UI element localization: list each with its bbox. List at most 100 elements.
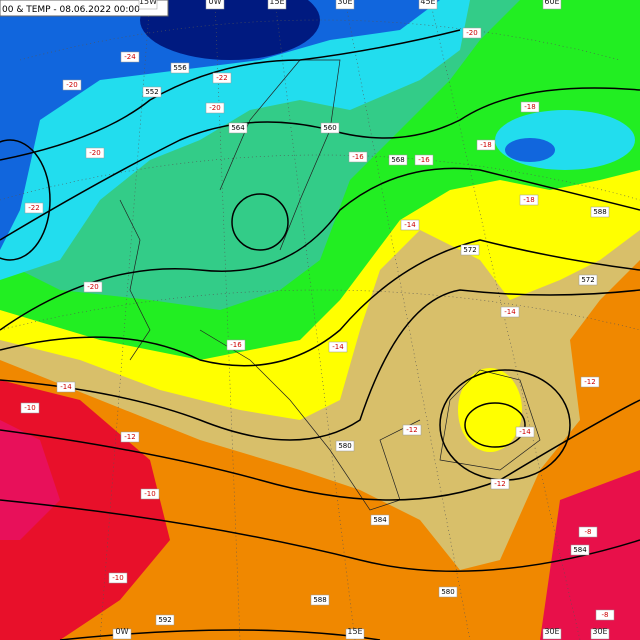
temperature-label: -10 (24, 404, 35, 412)
temperature-label-box (83, 281, 103, 293)
region-navy (140, 0, 320, 60)
temperature-label: -20 (89, 149, 100, 157)
contour-label: 564 (231, 124, 245, 132)
temperature-label: -16 (418, 156, 430, 164)
temperature-label-box (226, 339, 246, 351)
temperature-label: -18 (480, 141, 491, 149)
longitude-label: 30E (544, 627, 559, 636)
contour-label: 580 (441, 588, 454, 596)
map-title: 00 & TEMP - 08.06.2022 00:00 (2, 5, 140, 15)
contour-label: 592 (158, 616, 171, 624)
contour-label: 568 (391, 156, 404, 164)
temperature-label: -18 (524, 103, 535, 111)
temperature-label-box (520, 101, 540, 113)
region-blue (0, 0, 440, 250)
longitude-label-box (590, 628, 610, 640)
temperature-label: -14 (404, 221, 416, 229)
longitude-label: 0W (116, 627, 129, 636)
temperature-label: -14 (60, 383, 72, 391)
longitude-label: 0W (209, 0, 222, 6)
contour-label-box (228, 122, 248, 134)
longitude-label-box (138, 0, 158, 10)
contour-label-box (170, 62, 190, 74)
temperature-label: -18 (523, 196, 534, 204)
region-cyan (495, 110, 635, 170)
contour-label: 588 (313, 596, 326, 604)
temperature-label: -14 (504, 308, 516, 316)
temperature-label-box (595, 609, 615, 621)
region-hot-pink (540, 470, 640, 640)
temperature-label: -20 (466, 29, 477, 37)
temperature-label-box (85, 147, 105, 159)
contour-label: 572 (581, 276, 594, 284)
temperature-label-box (24, 202, 44, 214)
temperature-label: -8 (602, 611, 609, 619)
longitude-label-box (335, 0, 355, 10)
temperature-label-box (62, 79, 82, 91)
region-blue (505, 138, 555, 162)
temperature-label: -24 (124, 53, 136, 61)
region-yellow (458, 368, 522, 452)
temperature-label: -12 (584, 378, 595, 386)
longitude-label: 30E (592, 627, 607, 636)
temperature-label-box (205, 102, 225, 114)
temperature-label: -22 (216, 74, 227, 82)
temperature-label-box (328, 341, 348, 353)
longitude-label-box (267, 0, 287, 10)
longitude-label-box (542, 0, 562, 10)
temperature-label: -22 (28, 204, 39, 212)
temperature-label: -12 (406, 426, 417, 434)
longitude-label: 60E (544, 0, 559, 6)
temperature-label: -12 (494, 480, 505, 488)
temperature-label: -20 (87, 283, 98, 291)
temperature-label-box (414, 154, 434, 166)
title-box (0, 0, 169, 17)
longitude-label-box (418, 0, 438, 10)
temperature-label-box (578, 526, 598, 538)
temperature-label: -16 (352, 153, 364, 161)
longitude-label-box (542, 628, 562, 640)
contour-label: 552 (145, 88, 158, 96)
region-hot-pink (0, 420, 60, 540)
temperature-label-box (402, 424, 422, 436)
contour-label: 588 (593, 208, 606, 216)
temperature-label-box (212, 72, 232, 84)
contour-label-box (335, 440, 355, 452)
contour-label-box (310, 594, 330, 606)
contour-label-box (388, 154, 408, 166)
coastlines (119, 59, 541, 511)
temperature-label: -20 (209, 104, 220, 112)
contour-label-box (590, 206, 610, 218)
contour-label-box (438, 586, 458, 598)
contour-label: 584 (373, 516, 387, 524)
temperature-label-box (120, 431, 140, 443)
temperature-label-box (580, 376, 600, 388)
contour-label-box (142, 86, 162, 98)
temperature-label-box (490, 478, 510, 490)
contour-label-box (155, 614, 175, 626)
temperature-label: -14 (519, 428, 531, 436)
temperature-label-box (56, 381, 76, 393)
temperature-label-box (20, 402, 40, 414)
temperature-label: -8 (585, 528, 592, 536)
temperature-label-box (108, 572, 128, 584)
longitude-label: 30E (337, 0, 352, 6)
temperature-label-box (462, 27, 482, 39)
contour-label: 560 (323, 124, 336, 132)
contour-label-box (570, 544, 590, 556)
longitude-label: 15W (139, 0, 157, 6)
contour-label-box (460, 244, 480, 256)
contour-label-box (320, 122, 340, 134)
temperature-label-box (500, 306, 520, 318)
temperature-label: -10 (112, 574, 123, 582)
contour-label: 584 (573, 546, 587, 554)
temperature-label-box (519, 194, 539, 206)
contour-label-box (370, 514, 390, 526)
temperature-label-box (140, 488, 160, 500)
longitude-label-box (112, 628, 132, 640)
temperature-label: -12 (124, 433, 135, 441)
longitude-label: 15E (269, 0, 284, 6)
temperature-label: -20 (66, 81, 77, 89)
